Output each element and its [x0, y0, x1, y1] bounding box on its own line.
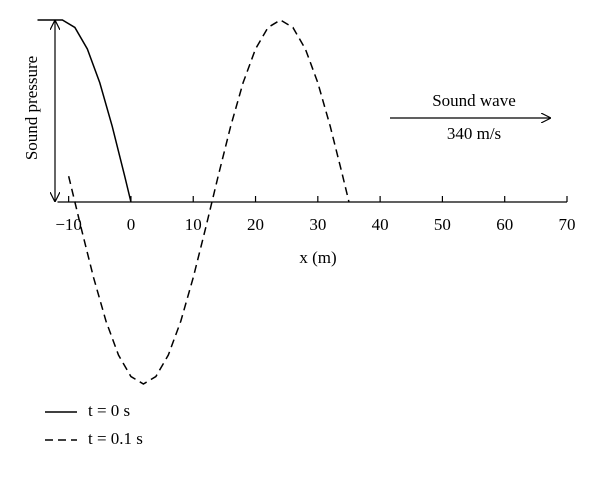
series-line: [37, 19, 132, 203]
legend-label: t = 0 s: [88, 401, 130, 420]
series-line: [67, 19, 350, 385]
annotation: Sound wave: [432, 91, 516, 110]
x-tick-label: 60: [496, 215, 513, 234]
x-axis-label: x (m): [299, 248, 336, 267]
y-axis-label: Sound pressure: [22, 56, 41, 160]
x-tick-label: 10: [185, 215, 202, 234]
x-tick-label: 0: [127, 215, 136, 234]
x-tick-label: 20: [247, 215, 264, 234]
x-tick-label: 30: [309, 215, 326, 234]
x-tick-label: 50: [434, 215, 451, 234]
x-tick-label: −10: [55, 215, 82, 234]
annotation: 340 m/s: [447, 124, 501, 143]
x-tick-label: 70: [559, 215, 576, 234]
x-tick-label: 40: [372, 215, 389, 234]
legend-label: t = 0.1 s: [88, 429, 143, 448]
